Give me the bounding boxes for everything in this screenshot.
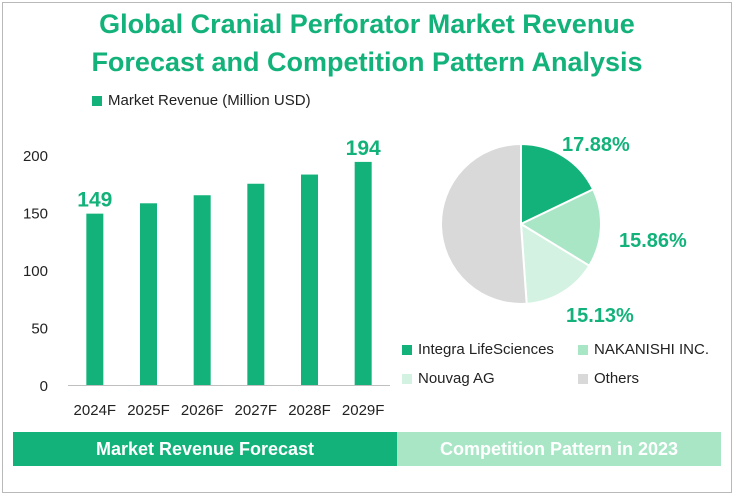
footer-competition-pattern: Competition Pattern in 2023 (397, 432, 721, 466)
legend-swatch (578, 373, 588, 384)
bar-2025F (140, 203, 157, 385)
legend-label: Integra LifeSciences (418, 341, 554, 358)
bar-2028F (301, 174, 318, 385)
bar-legend: Market Revenue (Million USD) (92, 92, 311, 109)
pie-percent-label: 15.86% (619, 230, 687, 252)
y-tick-label: 150 (23, 206, 48, 223)
page-title-line1: Global Cranial Perforator Market Revenue (99, 9, 635, 39)
pie-slice (520, 142, 595, 226)
x-tick-label: 2028F (288, 402, 331, 419)
legend-label: Others (594, 370, 640, 387)
pie-percent-label: 17.88% (562, 134, 630, 156)
x-tick-label: 2024F (74, 402, 117, 419)
x-tick-label: 2026F (181, 402, 224, 419)
bar-legend-swatch (92, 95, 102, 106)
legend-swatch (402, 373, 412, 384)
y-tick-label: 200 (23, 148, 48, 165)
bar-2029F (354, 161, 372, 385)
y-tick-label: 0 (40, 378, 48, 395)
footer-market-revenue-forecast: Market Revenue Forecast (13, 432, 397, 466)
x-tick-label: 2027F (235, 402, 278, 419)
bar-data-label: 194 (346, 137, 381, 160)
page-title-line2: Forecast and Competition Pattern Analysi… (91, 47, 643, 77)
pie-legend-item: Nouvag AG (402, 370, 495, 387)
bar-2027F (247, 183, 265, 385)
bar-legend-label: Market Revenue (Million USD) (108, 92, 311, 109)
pie-legend-item: NAKANISHI INC. (578, 341, 709, 358)
legend-label: NAKANISHI INC. (594, 341, 710, 358)
y-tick-label: 100 (23, 263, 48, 280)
legend-label: Nouvag AG (418, 370, 495, 387)
legend-swatch (402, 344, 412, 355)
bar-2024F (86, 213, 104, 385)
pie-slice (519, 222, 591, 305)
x-tick-label: 2025F (127, 402, 170, 419)
bar-data-label: 149 (77, 189, 112, 212)
pie-percent-label: 15.13% (566, 305, 634, 327)
legend-swatch (578, 344, 588, 355)
pie-slice (439, 142, 528, 305)
pie-slice (518, 188, 602, 268)
bar-2026F (193, 195, 211, 385)
pie-legend-item: Integra LifeSciences (402, 341, 554, 358)
x-tick-label: 2029F (342, 402, 385, 419)
pie-legend-item: Others (578, 370, 639, 387)
y-tick-label: 50 (31, 321, 48, 338)
